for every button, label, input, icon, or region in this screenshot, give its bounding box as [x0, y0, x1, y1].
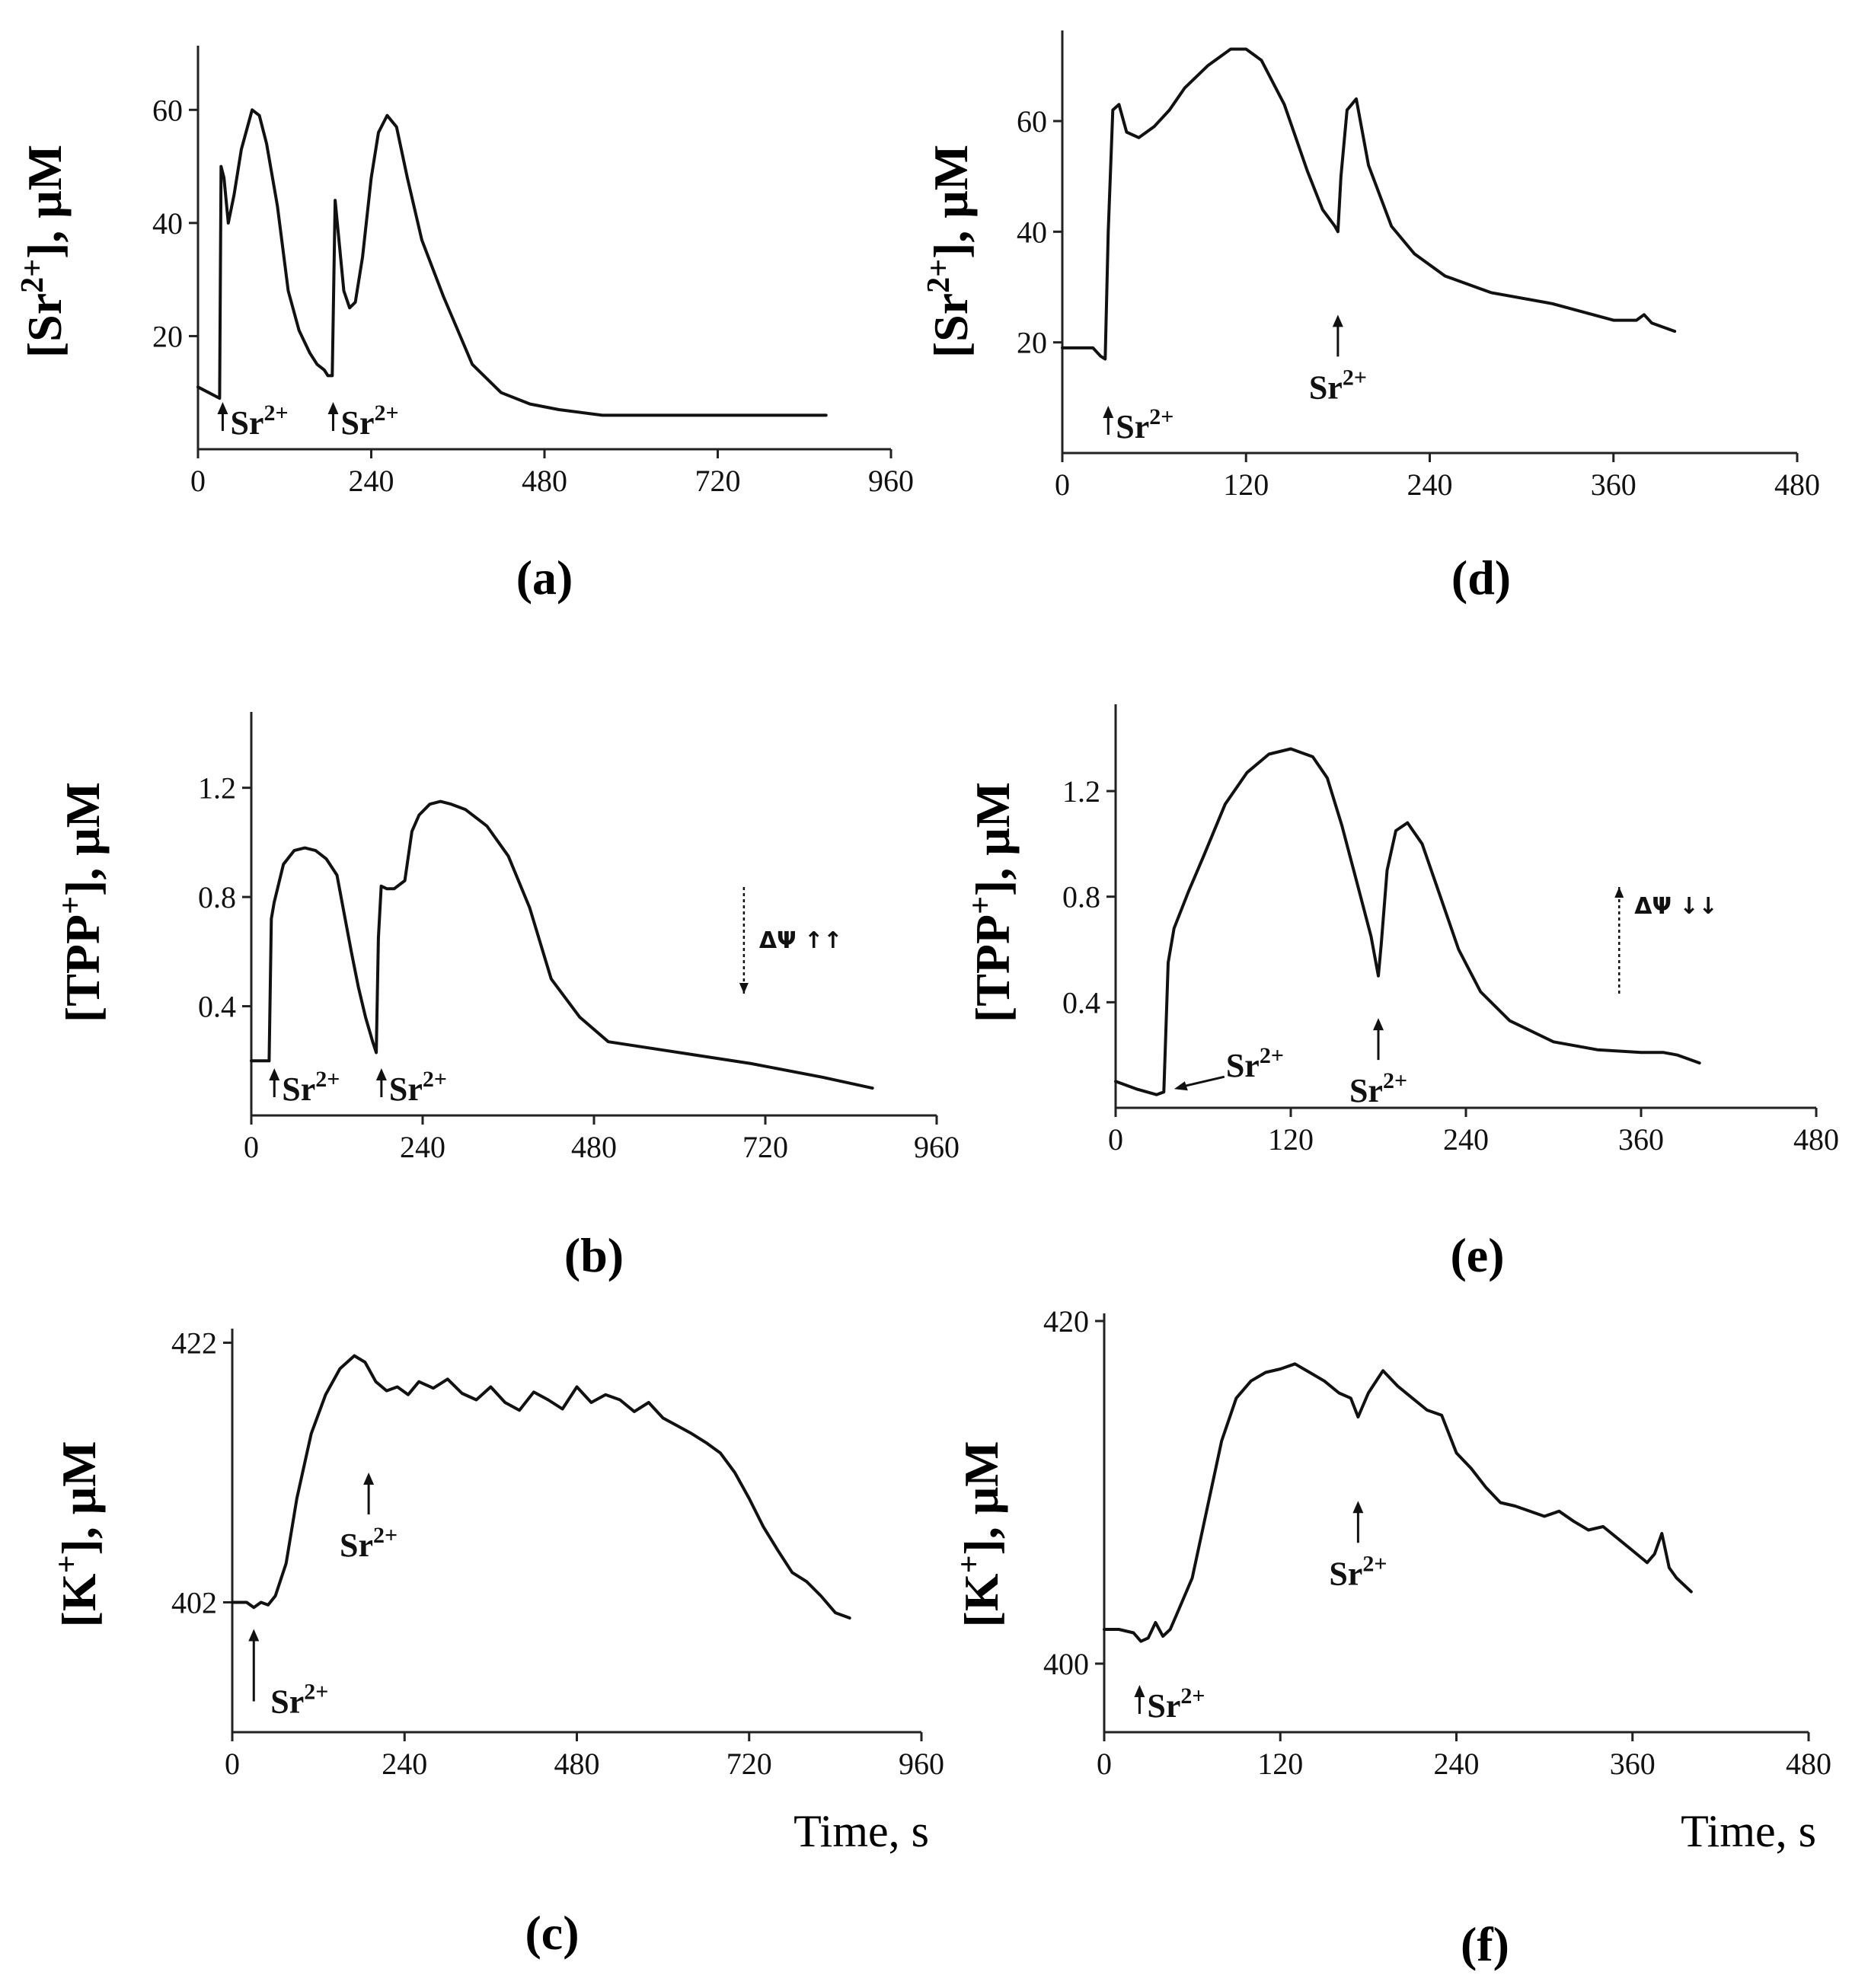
sr-addition-marker-arrow-head	[1134, 1685, 1145, 1697]
x-tick-label: 240	[1407, 467, 1453, 502]
y-tick-label: 20	[152, 319, 183, 353]
sr-addition-marker: Sr2+	[340, 400, 398, 442]
delta-psi-arrow-icon	[739, 983, 749, 994]
series-line	[250, 799, 874, 1090]
y-tick-label: 60	[1017, 104, 1047, 139]
series-line	[231, 1354, 851, 1619]
sr-addition-marker-arrow-head	[1373, 1018, 1384, 1031]
panel-label: (c)	[525, 1906, 579, 1960]
series-line	[1114, 747, 1701, 1096]
sr-addition-marker-arrow-head	[363, 1473, 375, 1485]
delta-psi-label: ΔΨ ↑↑	[759, 927, 842, 954]
sr-addition-marker-arrow-head	[1103, 406, 1114, 418]
x-tick-label: 720	[695, 464, 741, 498]
y-tick-label: 40	[1017, 215, 1047, 249]
y-tick-label: 0.8	[198, 880, 236, 914]
x-tick-label: 480	[571, 1130, 617, 1164]
panel-label: (e)	[1450, 1228, 1504, 1282]
panel-label: (f)	[1461, 1917, 1509, 1971]
y-axis-label: [K+], μM	[49, 1441, 106, 1627]
x-tick-label: 360	[1591, 467, 1636, 502]
y-axis-label: [Sr2+], μM	[921, 145, 978, 358]
sr-addition-marker-arrow-head	[248, 1629, 260, 1642]
x-tick-label: 240	[1443, 1122, 1489, 1157]
panel-label: (b)	[564, 1228, 624, 1282]
x-tick-label: 0	[1108, 1122, 1123, 1157]
x-tick-label: 360	[1618, 1122, 1664, 1157]
panel-c: 0 240 480 720 960 402 422 [K+], μM Time, s (c) Sr2…	[49, 1326, 944, 1960]
x-tick-label: 0	[1097, 1747, 1112, 1781]
delta-psi-arrow-icon	[1614, 887, 1624, 898]
y-tick-label: 420	[1043, 1304, 1089, 1339]
sr-addition-marker-arrow-head	[1173, 1081, 1188, 1091]
x-axis-label: Time, s	[1681, 1806, 1816, 1856]
y-axis-label: [K+], μM	[952, 1441, 1008, 1627]
x-axis-label: Time, s	[794, 1806, 929, 1856]
x-tick-label: 0	[225, 1747, 240, 1781]
x-tick-label: 960	[899, 1747, 944, 1781]
sr-addition-marker-arrow-shaft	[1178, 1075, 1225, 1089]
sr-addition-marker-arrow-head	[1332, 314, 1343, 327]
y-tick-label: 0.4	[198, 990, 236, 1024]
sr-addition-marker-arrow-head	[375, 1068, 387, 1080]
x-tick-label: 120	[1223, 467, 1269, 502]
sr-addition-marker-arrow-head	[1352, 1501, 1364, 1514]
x-tick-label: 480	[1774, 467, 1820, 502]
x-tick-label: 480	[1786, 1747, 1831, 1781]
y-axis-label: [TPP+], μM	[53, 782, 110, 1023]
y-tick-label: 0.8	[1062, 880, 1100, 914]
x-tick-label: 0	[190, 464, 206, 498]
sr-addition-marker: Sr2+	[340, 1523, 398, 1564]
series-line	[196, 108, 828, 417]
x-tick-label: 480	[522, 464, 567, 498]
sr-addition-marker: Sr2+	[1116, 404, 1173, 445]
delta-psi-label: ΔΨ ↓↓	[1634, 893, 1717, 920]
panel-label: (a)	[516, 550, 573, 605]
x-tick-label: 120	[1257, 1747, 1303, 1781]
x-tick-label: 240	[382, 1747, 427, 1781]
series-line	[1061, 47, 1677, 361]
x-tick-label: 0	[1055, 467, 1070, 502]
y-tick-label: 20	[1017, 326, 1047, 360]
y-tick-label: 60	[152, 93, 183, 127]
y-tick-label: 402	[171, 1586, 217, 1620]
y-axis-label: [Sr2+], μM	[15, 145, 72, 358]
series-line	[1103, 1362, 1693, 1643]
y-tick-label: 422	[171, 1326, 217, 1361]
x-tick-label: 120	[1268, 1122, 1314, 1157]
y-tick-label: 1.2	[1062, 774, 1100, 809]
y-tick-label: 40	[152, 206, 183, 241]
x-tick-label: 960	[868, 464, 914, 498]
x-tick-label: 240	[400, 1130, 445, 1164]
x-tick-label: 960	[914, 1130, 960, 1164]
sr-addition-marker-arrow-head	[217, 402, 228, 414]
x-tick-label: 240	[1434, 1747, 1480, 1781]
y-tick-label: 1.2	[198, 771, 236, 806]
x-tick-label: 360	[1610, 1747, 1656, 1781]
y-tick-label: 0.4	[1062, 985, 1100, 1020]
panel-label: (d)	[1451, 550, 1511, 605]
x-tick-label: 720	[742, 1130, 788, 1164]
sr-addition-marker: Sr2+	[1329, 1551, 1387, 1592]
x-tick-label: 0	[244, 1130, 259, 1164]
y-tick-label: 400	[1043, 1647, 1089, 1681]
x-tick-label: 720	[726, 1747, 772, 1781]
sr-addition-marker-arrow-head	[269, 1068, 280, 1080]
x-tick-label: 480	[554, 1747, 600, 1781]
panel-f: 0 120 240 360 480 400 420 [K+], μM Time, s (f) Sr2…	[952, 1304, 1831, 1971]
x-tick-label: 240	[349, 464, 394, 498]
x-tick-label: 480	[1793, 1122, 1839, 1157]
sr-addition-marker: Sr2+	[389, 1067, 447, 1108]
sr-addition-marker-arrow-head	[327, 402, 339, 414]
